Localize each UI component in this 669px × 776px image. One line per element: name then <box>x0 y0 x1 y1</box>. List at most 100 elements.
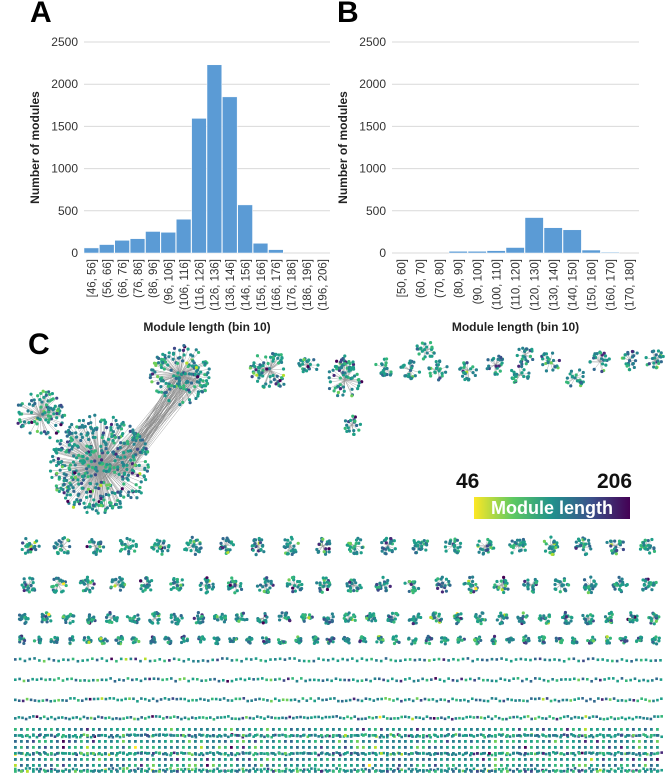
node <box>436 586 440 590</box>
node <box>340 365 344 369</box>
x-tick-label: (186, 196] <box>302 259 314 311</box>
node <box>316 550 320 554</box>
node <box>520 371 524 375</box>
edge <box>152 369 181 376</box>
y-tick-label: 500 <box>366 204 386 218</box>
node <box>97 486 101 491</box>
x-tick-label: (116, 126] <box>194 259 206 310</box>
node <box>90 465 95 470</box>
node <box>177 377 181 381</box>
node <box>345 543 349 547</box>
node <box>117 472 121 476</box>
node <box>50 454 55 459</box>
node <box>436 363 440 367</box>
node <box>82 501 86 505</box>
node <box>27 421 31 425</box>
node <box>502 590 506 595</box>
node <box>331 368 335 372</box>
node <box>123 547 127 551</box>
edge <box>269 369 284 376</box>
node <box>440 581 445 585</box>
node <box>374 362 378 367</box>
node <box>386 546 390 550</box>
node <box>21 424 25 428</box>
node <box>360 545 364 550</box>
node <box>134 483 138 487</box>
node <box>62 479 66 483</box>
node <box>204 591 208 595</box>
node <box>156 375 160 379</box>
node <box>296 585 300 589</box>
node <box>438 376 442 380</box>
node <box>186 364 190 369</box>
node <box>659 360 663 364</box>
node <box>357 428 361 432</box>
node <box>31 581 35 585</box>
x-tick-label: [46, 56] <box>87 259 99 297</box>
node <box>65 434 69 438</box>
node <box>506 587 510 591</box>
edge <box>99 442 121 466</box>
node <box>517 347 521 351</box>
node <box>465 361 469 365</box>
node <box>221 536 225 541</box>
node <box>161 379 165 383</box>
node <box>417 352 421 356</box>
node <box>88 545 92 549</box>
node <box>638 547 643 551</box>
node <box>135 447 140 451</box>
node <box>574 540 578 544</box>
bar <box>222 96 238 254</box>
node <box>389 536 393 541</box>
node <box>182 343 186 348</box>
node <box>86 475 90 479</box>
node <box>174 376 178 380</box>
node <box>238 584 242 588</box>
node <box>631 361 635 366</box>
node <box>100 449 104 453</box>
node <box>121 431 125 436</box>
edge <box>69 464 101 469</box>
node <box>58 547 63 552</box>
node <box>265 576 269 580</box>
node <box>71 460 75 464</box>
edge <box>179 349 189 376</box>
node <box>513 374 517 378</box>
node <box>349 549 353 553</box>
node <box>555 541 559 545</box>
node <box>479 547 483 551</box>
node <box>198 383 203 387</box>
node <box>617 539 622 543</box>
node <box>106 437 111 441</box>
node <box>66 551 70 555</box>
node <box>356 387 360 391</box>
edge <box>128 376 183 472</box>
node <box>50 475 54 480</box>
node <box>458 367 462 371</box>
node <box>59 448 63 452</box>
node <box>194 538 198 542</box>
node <box>384 361 388 365</box>
node <box>54 431 59 435</box>
edge <box>178 358 181 376</box>
node <box>386 578 390 583</box>
node <box>184 547 188 551</box>
node <box>228 583 232 587</box>
node <box>109 501 113 505</box>
node <box>495 579 499 584</box>
node <box>455 551 459 555</box>
edge <box>105 385 199 466</box>
node <box>72 454 76 458</box>
node <box>91 503 95 507</box>
edge <box>67 464 101 502</box>
node <box>628 368 632 372</box>
node <box>36 394 40 398</box>
node <box>93 413 97 417</box>
node <box>167 399 171 403</box>
node <box>47 410 51 414</box>
node <box>122 471 127 475</box>
node <box>257 536 261 541</box>
node <box>80 481 84 485</box>
x-tick-label: (146, 156] <box>240 259 252 311</box>
node <box>85 544 89 549</box>
